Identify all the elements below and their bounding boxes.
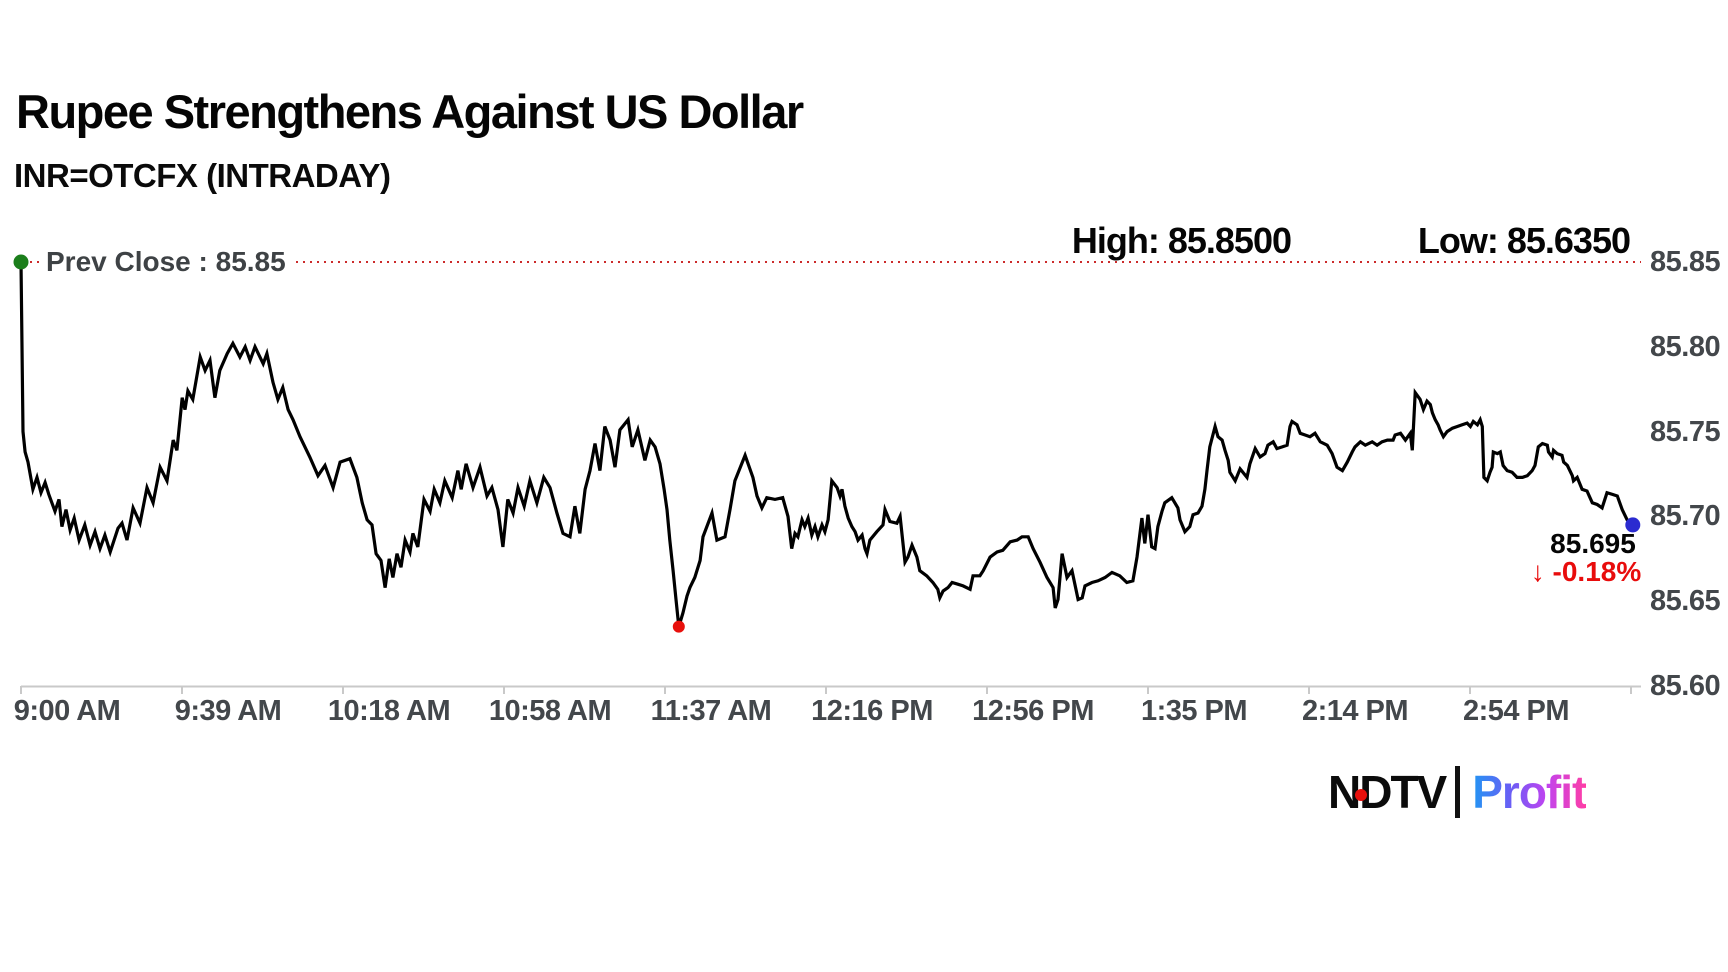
- last-price-marker: [1625, 517, 1641, 533]
- x-axis-tick-label: 2:54 PM: [1462, 695, 1570, 727]
- y-axis-tick-label: 85.80: [1650, 331, 1721, 363]
- y-axis-tick-label: 85.60: [1650, 670, 1721, 702]
- prev-close-label: Prev Close : 85.85: [42, 246, 294, 278]
- x-axis-tick-label: 11:37 AM: [650, 695, 772, 727]
- y-axis-tick-label: 85.75: [1650, 416, 1721, 448]
- high-value-label: High: 85.8500: [1071, 220, 1292, 261]
- x-axis-tick-label: 10:58 AM: [488, 695, 612, 727]
- ndtv-red-dot-icon: [1355, 789, 1367, 801]
- intraday-low-marker: [672, 620, 685, 633]
- profit-wordmark: Profit: [1472, 766, 1587, 818]
- chart-symbol-subtitle: INR=OTCFX (INTRADAY): [14, 157, 391, 194]
- y-axis-tick-label: 85.70: [1650, 500, 1721, 532]
- change-percent-value: -0.18%: [1552, 556, 1642, 587]
- change-percent-label: ↓ -0.18%: [1531, 556, 1642, 588]
- y-axis-tick-label: 85.85: [1650, 246, 1721, 278]
- x-axis-tick-label: 2:14 PM: [1301, 695, 1409, 727]
- x-axis-tick-label: 12:16 PM: [811, 695, 933, 727]
- low-value-label: Low: 85.6350: [1417, 220, 1631, 261]
- x-axis-tick-label: 1:35 PM: [1140, 695, 1248, 727]
- down-arrow-icon: ↓: [1530, 556, 1545, 587]
- x-axis-tick-label: 9:00 AM: [13, 695, 121, 727]
- last-price-label: 85.695: [1550, 528, 1636, 559]
- page-title: Rupee Strengthens Against US Dollar: [16, 85, 804, 138]
- ndtv-wordmark: NDTV: [1328, 766, 1447, 818]
- ndtv-text: NDTV: [1328, 766, 1447, 818]
- x-axis-tick-label: 9:39 AM: [174, 695, 282, 727]
- logo-divider-bar: [1455, 766, 1461, 818]
- x-axis-tick-label: 10:18 AM: [327, 695, 451, 727]
- y-axis-tick-label: 85.65: [1650, 585, 1721, 617]
- x-axis-tick-label: 12:56 PM: [972, 695, 1094, 727]
- prev-close-start-marker: [13, 254, 29, 270]
- ndtv-profit-logo: NDTV Profit: [1328, 766, 1587, 818]
